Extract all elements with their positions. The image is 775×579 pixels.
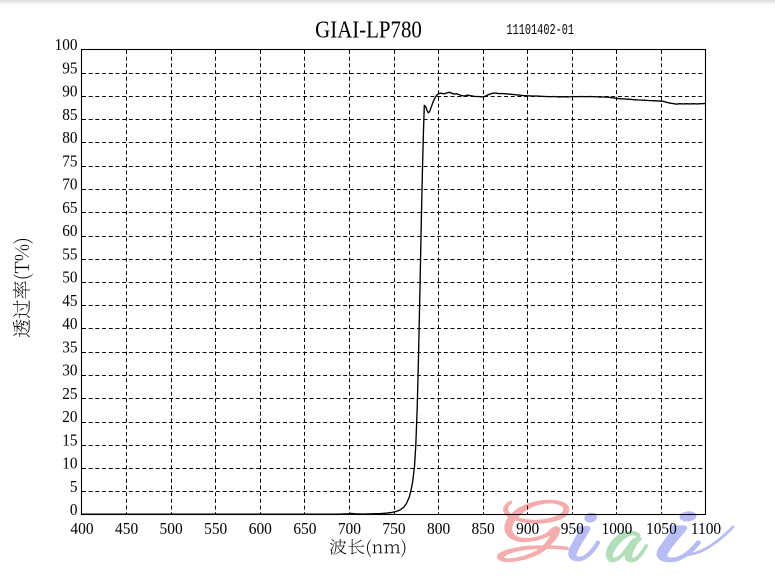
svg-text:35: 35 — [62, 339, 77, 357]
svg-text:55: 55 — [62, 246, 77, 264]
svg-text:70: 70 — [62, 176, 77, 194]
svg-text:90: 90 — [62, 83, 77, 101]
svg-text:50: 50 — [62, 269, 77, 287]
svg-text:1100: 1100 — [691, 521, 721, 539]
svg-text:11101402-01: 11101402-01 — [507, 22, 575, 39]
svg-text:10: 10 — [62, 455, 77, 473]
svg-text:40: 40 — [62, 316, 77, 334]
svg-text:1050: 1050 — [646, 521, 677, 539]
svg-text:65: 65 — [62, 199, 77, 217]
svg-text:500: 500 — [160, 521, 183, 539]
svg-text:700: 700 — [338, 521, 361, 539]
svg-text:850: 850 — [472, 521, 495, 539]
svg-text:600: 600 — [249, 521, 272, 539]
svg-text:45: 45 — [62, 292, 77, 310]
svg-text:25: 25 — [62, 385, 77, 403]
svg-text:900: 900 — [516, 521, 539, 539]
svg-text:5: 5 — [70, 478, 78, 496]
svg-text:750: 750 — [382, 521, 405, 539]
svg-text:800: 800 — [427, 521, 450, 539]
svg-text:20: 20 — [62, 409, 77, 427]
svg-text:60: 60 — [62, 223, 77, 241]
svg-text:100: 100 — [55, 37, 78, 55]
svg-text:75: 75 — [62, 153, 77, 171]
svg-text:GIAI-LP780: GIAI-LP780 — [315, 16, 422, 43]
svg-text:400: 400 — [70, 521, 93, 539]
svg-text:30: 30 — [62, 362, 77, 380]
svg-text:650: 650 — [293, 521, 316, 539]
svg-text:450: 450 — [115, 521, 138, 539]
svg-text:85: 85 — [62, 106, 77, 124]
svg-text:0: 0 — [70, 502, 78, 520]
svg-text:15: 15 — [62, 432, 77, 450]
svg-text:80: 80 — [62, 130, 77, 148]
svg-text:95: 95 — [62, 60, 77, 78]
svg-text:950: 950 — [561, 521, 584, 539]
svg-text:1000: 1000 — [601, 521, 632, 539]
svg-text:550: 550 — [204, 521, 227, 539]
